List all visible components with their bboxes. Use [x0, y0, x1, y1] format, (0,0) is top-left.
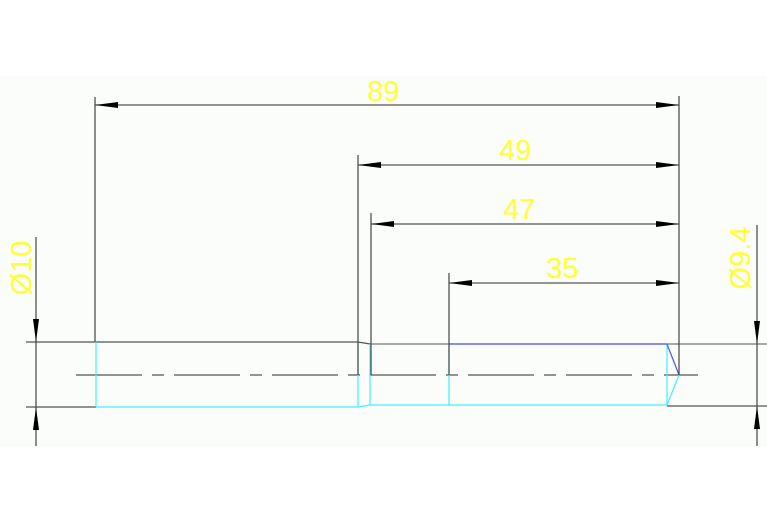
arrow-down-icon	[754, 321, 760, 344]
arrow-right-icon	[656, 221, 679, 227]
dimension-text-49: 49	[499, 135, 531, 167]
dimension-text-35: 35	[546, 253, 578, 285]
arrow-up-icon	[754, 406, 760, 429]
arrow-down-icon	[33, 319, 39, 342]
dimension-text-47: 47	[503, 194, 535, 226]
arrow-right-icon	[656, 280, 679, 286]
bottom-step-chamfer	[357, 404, 371, 408]
arrow-left-icon	[371, 221, 394, 227]
dimension-text-d9-4: Ø9.4	[725, 227, 757, 290]
dimension-47[interactable]: 47	[371, 194, 679, 227]
arrow-left-icon	[449, 280, 472, 286]
dimension-49[interactable]: 49	[358, 135, 679, 168]
dimension-text-d10: Ø10	[6, 241, 38, 296]
top-step-chamfer	[357, 341, 371, 345]
dimension-diameter-9-4[interactable]: Ø9.4	[725, 227, 760, 429]
arrow-left-icon	[95, 102, 118, 108]
dimension-diameter-10[interactable]: Ø10	[6, 241, 39, 430]
drawing-area	[0, 76, 767, 447]
arrow-up-icon	[33, 407, 39, 430]
arrow-right-icon	[656, 102, 679, 108]
end-chamfer-bottom	[666, 374, 680, 406]
dimension-35[interactable]: 35	[449, 253, 679, 286]
arrow-left-icon	[358, 162, 381, 168]
end-chamfer-top	[666, 343, 680, 376]
dimension-89[interactable]: 89	[95, 76, 679, 108]
arrow-right-icon	[656, 162, 679, 168]
dimension-text-89: 89	[367, 76, 399, 108]
